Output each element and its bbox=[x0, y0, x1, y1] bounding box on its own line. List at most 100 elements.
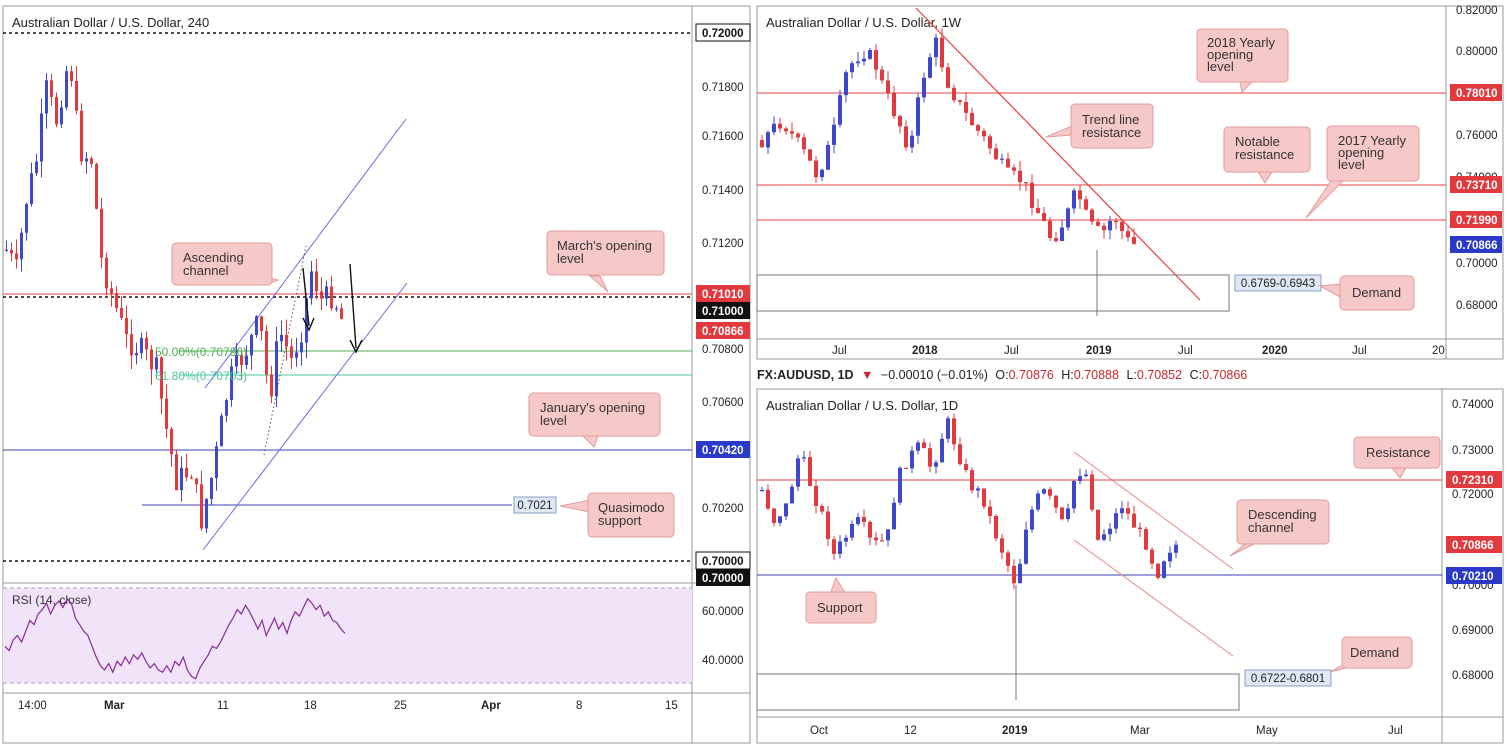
price-tag-box bbox=[695, 23, 751, 42]
candle-body bbox=[1102, 534, 1106, 540]
candle-body bbox=[150, 349, 153, 370]
candle-body bbox=[320, 291, 323, 299]
candle-body bbox=[886, 80, 890, 94]
candle-body bbox=[290, 346, 293, 358]
callout-line: support bbox=[598, 513, 642, 528]
price-tag-label: 0.71000 bbox=[702, 306, 744, 318]
left-time-axis[interactable]: 14:00 Mar 11 18 25 Apr 8 15 bbox=[18, 700, 678, 712]
callout-2017-yearly-text: 2017 Yearly opening level bbox=[1338, 133, 1406, 172]
weekly-trend-line bbox=[915, 7, 1201, 301]
candle-body bbox=[175, 454, 178, 491]
candle-body bbox=[796, 133, 800, 138]
candle-body bbox=[880, 540, 884, 542]
daily-panel-title: Australian Dollar / U.S. Dollar, 1D bbox=[766, 398, 958, 413]
callout-line: 2018 Yearly bbox=[1207, 35, 1275, 50]
candle-body bbox=[210, 478, 213, 500]
callout-quasimodo-text: Quasimodo support bbox=[598, 500, 664, 528]
candle-body bbox=[10, 249, 13, 254]
candle-body bbox=[335, 308, 338, 310]
weekly-price-axis[interactable]: 0.820000.800000.760000.740000.700000.680… bbox=[1450, 5, 1502, 312]
rsi-axis-60: 60.0000 bbox=[702, 606, 744, 618]
candle-body bbox=[270, 374, 273, 397]
daily-time-tick: Mar bbox=[1130, 725, 1150, 737]
price-tick: 0.68000 bbox=[1452, 670, 1494, 682]
callout-2018-yearly-text: 2018 Yearly opening level bbox=[1207, 35, 1275, 74]
candle-body bbox=[1066, 208, 1070, 228]
price-tick: 0.71600 bbox=[702, 131, 744, 143]
price-tick: 0.76000 bbox=[1456, 130, 1498, 142]
callout-line: Ascending bbox=[183, 250, 244, 265]
candle-body bbox=[778, 123, 782, 129]
callout-notable: Notable resistance bbox=[1223, 126, 1311, 184]
candle-body bbox=[100, 208, 103, 258]
price-tag-label: 0.70866 bbox=[1456, 240, 1498, 252]
candle-body bbox=[155, 357, 158, 370]
candle-body bbox=[1060, 227, 1064, 242]
candle-body bbox=[255, 316, 258, 335]
candle-body bbox=[898, 116, 902, 127]
daily-price-axis[interactable]: 0.740000.730000.720000.700000.690000.680… bbox=[1446, 399, 1502, 682]
candle-body bbox=[275, 341, 278, 397]
candle-body bbox=[808, 457, 812, 486]
candle-body bbox=[964, 464, 968, 471]
candle-body bbox=[285, 334, 288, 347]
callout-line: opening bbox=[1207, 47, 1253, 62]
callout-january-opening: January's opening level bbox=[528, 392, 661, 448]
weekly-demand-zone bbox=[756, 274, 1230, 312]
candle-body bbox=[904, 467, 908, 470]
candle-body bbox=[310, 271, 313, 299]
daily-time-tick: May bbox=[1256, 725, 1278, 737]
daily-time-axis[interactable]: Oct 12 2019 Mar May Jul bbox=[810, 725, 1403, 737]
candle-body bbox=[892, 502, 896, 530]
candle-body bbox=[844, 72, 848, 96]
weekly-time-tick: Jul bbox=[1178, 345, 1193, 357]
callout-notable-text: Notable resistance bbox=[1235, 134, 1294, 162]
candle-body bbox=[75, 80, 78, 111]
rsi-axis-40: 40.0000 bbox=[702, 655, 744, 667]
candle-body bbox=[922, 77, 926, 98]
candle-body bbox=[1006, 158, 1010, 168]
price-tick: 0.70200 bbox=[702, 503, 744, 515]
callout-weekly-demand: Demand bbox=[1318, 275, 1415, 311]
callout-line: level bbox=[1338, 157, 1365, 172]
candle-body bbox=[1018, 563, 1022, 584]
candle-body bbox=[874, 50, 878, 70]
left-price-axis[interactable]: 0.71800 0.71600 0.71400 0.71200 0.70800 0.706… bbox=[695, 23, 751, 586]
candle-body bbox=[970, 470, 974, 491]
candle-body bbox=[802, 137, 806, 150]
price-tick: 0.73000 bbox=[1452, 445, 1494, 457]
callout-resistance-text: Resistance bbox=[1366, 445, 1430, 460]
callout-line: channel bbox=[1248, 520, 1294, 535]
candle-body bbox=[135, 352, 138, 356]
fib-50-label: 50.00%(0.70796) bbox=[155, 345, 247, 359]
candle-body bbox=[1000, 538, 1004, 553]
callout-line: March's opening bbox=[557, 238, 652, 253]
candle-body bbox=[65, 71, 68, 108]
candle-body bbox=[952, 418, 956, 445]
candle-body bbox=[952, 87, 956, 101]
candle-body bbox=[1012, 167, 1016, 171]
callout-quasimodo: Quasimodo support bbox=[559, 492, 675, 538]
candle-body bbox=[230, 366, 233, 401]
price-tag-label: 0.73710 bbox=[1456, 180, 1498, 192]
candle-body bbox=[982, 130, 986, 137]
weekly-time-axis[interactable]: Jul 2018 Jul 2019 Jul 2020 Jul 20 bbox=[832, 345, 1445, 357]
candle-body bbox=[862, 517, 866, 522]
candle-body bbox=[1114, 513, 1118, 529]
candle-body bbox=[826, 144, 830, 170]
callout-daily-demand: Demand bbox=[1329, 636, 1413, 673]
candle-body bbox=[15, 253, 18, 260]
candle-body bbox=[832, 539, 836, 554]
candle-body bbox=[165, 398, 168, 429]
candle-body bbox=[814, 485, 818, 506]
candle-body bbox=[1078, 190, 1082, 200]
arrow-down-1 bbox=[302, 267, 315, 332]
candle-body bbox=[85, 158, 88, 162]
price-tick: 0.68000 bbox=[1456, 300, 1498, 312]
candle-body bbox=[145, 337, 148, 350]
callout-descending: Descending channel bbox=[1229, 499, 1330, 557]
callout-weekly-demand-text: Demand bbox=[1352, 285, 1401, 300]
weekly-panel: Australian Dollar / U.S. Dollar, 1W 0.67… bbox=[756, 5, 1504, 360]
callout-resistance: Resistance bbox=[1353, 436, 1441, 479]
callout-march-opening: March's opening level bbox=[546, 230, 665, 293]
